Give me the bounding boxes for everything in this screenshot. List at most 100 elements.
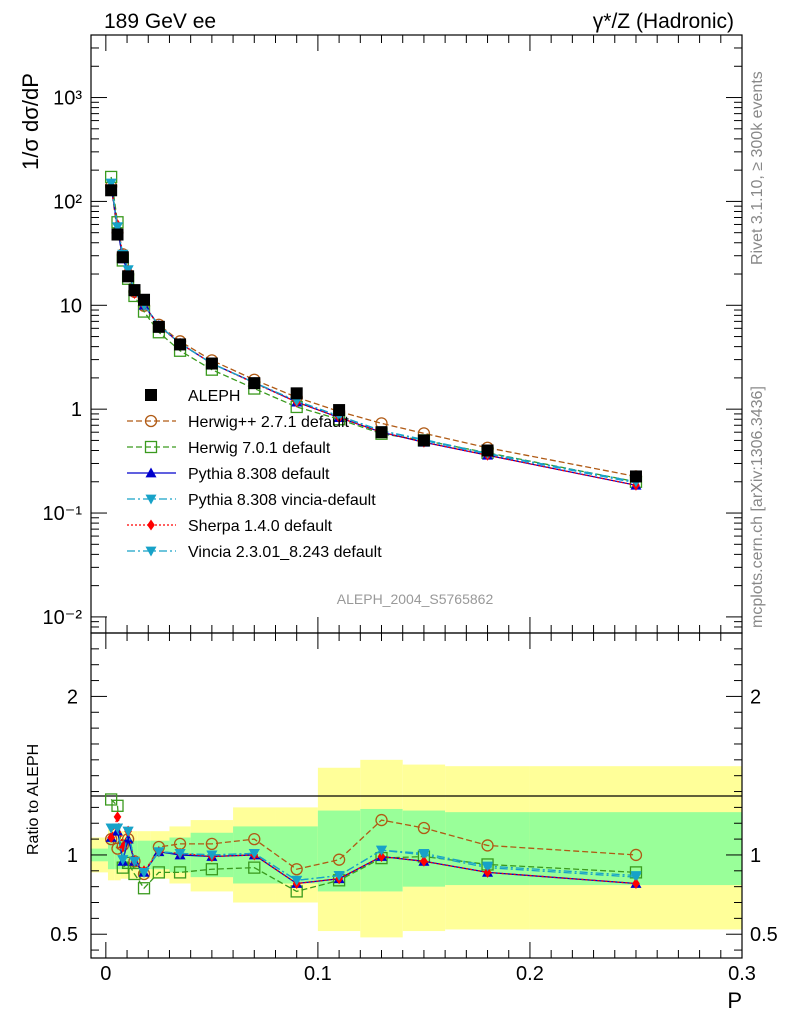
ratio-point-herwigpp — [248, 832, 261, 846]
ratio-bands — [91, 759, 742, 938]
legend-label: Herwig++ 2.7.1 default — [188, 414, 350, 431]
ratio-point-vincia — [482, 861, 494, 872]
analysis-watermark: ALEPH_2004_S5765862 — [337, 591, 494, 607]
band-stat — [131, 840, 138, 870]
legend-marker — [145, 546, 157, 557]
y-tick-label: 10⁻¹ — [43, 503, 83, 525]
legend-entry-herwig7: Herwig 7.0.1 default — [127, 440, 331, 457]
ratio-point-sherpa — [483, 866, 492, 878]
x-tick-label: 0.3 — [728, 963, 756, 985]
ratio-ylabel: Ratio to ALEPH — [25, 744, 42, 855]
point-data — [128, 284, 141, 297]
point-data — [333, 404, 346, 417]
rivet-label: Rivet 3.1.10, ≥ 300k events — [749, 71, 766, 265]
ratio-point-herwig7 — [111, 799, 124, 812]
legend-marker — [147, 519, 155, 531]
ratio-point-vincia — [128, 856, 140, 867]
y-tick-label: 10 — [60, 295, 82, 317]
ratio-point-sherpa — [377, 851, 386, 863]
legend-entry-sherpa: Sherpa 1.4.0 default — [127, 518, 333, 535]
band-stat — [402, 810, 446, 887]
ratio-point-herwigpp — [332, 853, 346, 866]
ratio-point-herwigpp — [290, 863, 303, 876]
point-vincia — [122, 265, 134, 276]
series-vincia — [105, 178, 642, 488]
legend-marker — [145, 389, 157, 401]
ratio-point-sherpa — [113, 811, 122, 823]
legend-entry-vincia: Vincia 2.3.01_8.243 default — [127, 544, 382, 561]
series-herwigpp — [104, 180, 643, 483]
point-data — [417, 434, 430, 447]
ratio-line-pythia — [110, 829, 637, 885]
series-line-vincia — [110, 183, 637, 483]
ratio-point-herwig7 — [248, 861, 261, 874]
main-series-layer — [104, 170, 643, 491]
point-data — [629, 470, 642, 483]
series-line-herwigpp — [110, 186, 637, 478]
series-herwig7 — [104, 170, 643, 488]
ratio-line-sherpa — [110, 816, 637, 885]
ratio-point-vincia — [138, 867, 150, 878]
ratio-point-herwigpp — [481, 839, 494, 852]
ratio-point-vincia — [291, 875, 303, 886]
point-data — [116, 251, 129, 264]
x-tick-label: 0 — [100, 963, 111, 985]
mcplots-label: mcplots.cern.ch [arXiv:1306.3436] — [749, 386, 766, 628]
ratio-point-vincia — [206, 850, 218, 861]
ratio-point-sherpa — [632, 877, 640, 889]
ratio-y-tick-label: 2 — [67, 686, 78, 708]
ratio-point-vincia — [630, 871, 642, 882]
ratio-y-tick-label: 0.5 — [50, 924, 78, 946]
ratio-point-vincia — [376, 845, 388, 856]
series-pythia_vincia — [105, 178, 642, 489]
point-data — [105, 184, 118, 197]
ratio-point-herwig7 — [128, 867, 141, 881]
series-pythia — [105, 180, 642, 490]
band-stat — [107, 840, 115, 870]
legend-label: Herwig 7.0.1 default — [188, 440, 331, 457]
band-stat — [114, 840, 121, 870]
ratio-point-herwigpp — [375, 813, 388, 827]
ratio-y-tick-label-right: 0.5 — [750, 924, 778, 946]
header-right: γ*/Z (Hadronic) — [593, 10, 734, 33]
x-tick-label: 0.2 — [516, 963, 544, 985]
legend-marker — [144, 440, 158, 454]
legend-label: Pythia 8.308 default — [188, 466, 330, 483]
point-vincia — [105, 178, 117, 189]
ratio-point-sherpa — [107, 832, 115, 844]
point-data — [481, 444, 494, 457]
legend-marker — [145, 467, 157, 478]
ratio-point-sherpa — [118, 841, 127, 853]
legend-entry-data: ALEPH — [145, 388, 240, 405]
point-data — [248, 377, 261, 390]
series-data — [105, 184, 642, 483]
point-data — [152, 320, 165, 333]
point-data — [111, 228, 124, 241]
ratio-point-vincia — [112, 823, 124, 834]
series-line-pythia_vincia — [110, 183, 637, 484]
band-stat — [124, 840, 132, 870]
point-data — [375, 426, 388, 439]
legend-entry-herwigpp: Herwig++ 2.7.1 default — [127, 414, 350, 431]
ratio-point-herwig7 — [137, 882, 151, 895]
legend-label: Vincia 2.3.01_8.243 default — [188, 544, 382, 561]
ratio-y-tick-label: 1 — [67, 845, 78, 867]
header-left: 189 GeV ee — [104, 10, 216, 33]
legend-label: ALEPH — [188, 388, 240, 405]
ratio-y-tick-label-right: 2 — [750, 686, 761, 708]
band-stat — [137, 840, 151, 870]
ratio-point-herwig7 — [173, 866, 187, 879]
legend-label: Sherpa 1.4.0 default — [188, 518, 333, 535]
x-axis-label: P — [727, 988, 742, 1013]
ratio-point-herwig7 — [104, 793, 118, 806]
ratio-axes: 0.5 0.5 1 1 2 2 0 0.1 0.2 0.3 — [50, 633, 778, 985]
point-data — [290, 387, 303, 400]
ratio-point-vincia — [248, 848, 260, 859]
y-tick-label: 10⁻² — [43, 607, 83, 629]
ratio-point-vincia — [333, 871, 345, 882]
ratio-point-vincia — [418, 848, 430, 859]
ratio-series-vincia — [105, 823, 642, 886]
ratio-series-layer — [104, 793, 643, 898]
point-vincia — [112, 222, 124, 233]
